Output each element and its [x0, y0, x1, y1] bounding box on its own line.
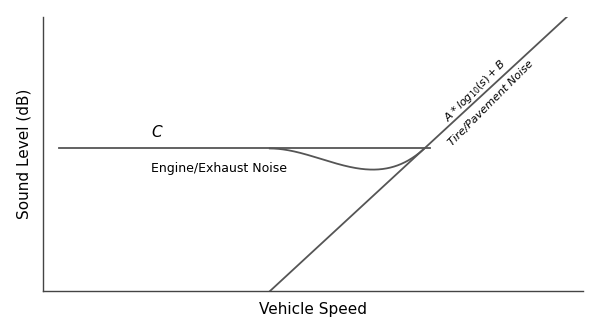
Text: C: C	[151, 125, 161, 140]
Text: Engine/Exhaust Noise: Engine/Exhaust Noise	[151, 162, 287, 175]
Y-axis label: Sound Level (dB): Sound Level (dB)	[17, 89, 32, 219]
Text: Tire/Pavement Noise: Tire/Pavement Noise	[446, 58, 535, 147]
Text: $A*log_{10}(s) + B$: $A*log_{10}(s) + B$	[441, 57, 509, 126]
X-axis label: Vehicle Speed: Vehicle Speed	[259, 302, 367, 317]
